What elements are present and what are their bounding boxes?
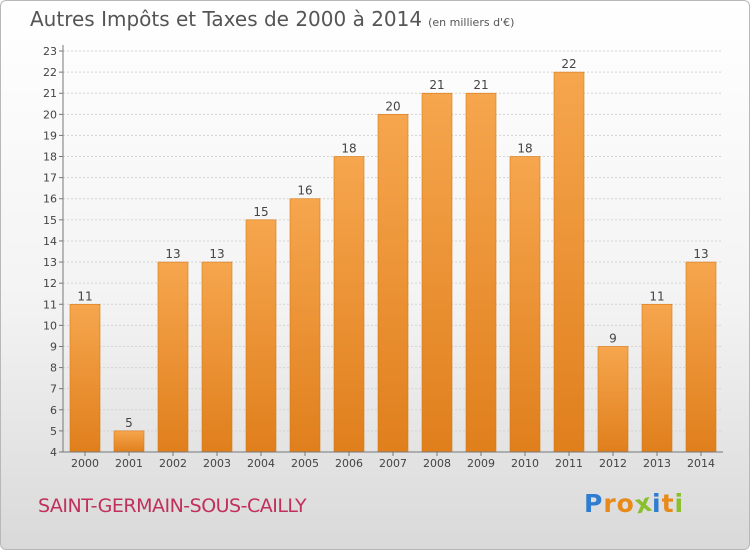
x-tick-label: 2006 bbox=[335, 457, 363, 470]
bar bbox=[245, 219, 277, 453]
bar-value-label: 11 bbox=[649, 289, 664, 303]
y-tick-label: 9 bbox=[50, 340, 57, 353]
x-tick-label: 2010 bbox=[511, 457, 539, 470]
bar-value-label: 18 bbox=[517, 142, 532, 156]
y-tick-label: 5 bbox=[50, 425, 57, 438]
bar-value-label: 9 bbox=[609, 331, 617, 345]
x-tick-label: 2014 bbox=[687, 457, 715, 470]
bar-value-label: 21 bbox=[473, 78, 488, 92]
y-tick-label: 10 bbox=[43, 319, 57, 332]
y-tick-label: 17 bbox=[43, 172, 57, 185]
proxiti-logo: Proxiti bbox=[584, 488, 685, 520]
y-tick-label: 23 bbox=[43, 45, 57, 58]
x-tick-label: 2008 bbox=[423, 457, 451, 470]
bar-value-label: 13 bbox=[209, 247, 224, 261]
bar-value-label: 16 bbox=[297, 184, 312, 198]
x-tick-label: 2003 bbox=[203, 457, 231, 470]
x-tick-label: 2013 bbox=[643, 457, 671, 470]
bar-value-label: 22 bbox=[561, 57, 576, 71]
y-tick-label: 16 bbox=[43, 193, 57, 206]
logo-letter: t bbox=[661, 489, 675, 518]
bar-value-label: 5 bbox=[125, 416, 133, 430]
bar-value-label: 20 bbox=[385, 99, 400, 113]
y-tick-label: 15 bbox=[43, 214, 57, 227]
bar-value-label: 18 bbox=[341, 142, 356, 156]
bar bbox=[465, 92, 497, 453]
bar bbox=[201, 261, 233, 453]
bar bbox=[685, 261, 717, 453]
x-tick-label: 2011 bbox=[555, 457, 583, 470]
bar bbox=[69, 303, 101, 453]
logo-letter: i bbox=[652, 489, 662, 518]
x-tick-label: 2000 bbox=[71, 457, 99, 470]
x-tick-label: 2002 bbox=[159, 457, 187, 470]
y-tick-label: 7 bbox=[50, 383, 57, 396]
logo-letter: P bbox=[584, 489, 604, 518]
bar-value-label: 13 bbox=[165, 247, 180, 261]
bar bbox=[113, 430, 145, 453]
y-tick-label: 21 bbox=[43, 87, 57, 100]
bar bbox=[377, 114, 409, 453]
bar bbox=[289, 198, 321, 453]
bar-value-label: 13 bbox=[693, 247, 708, 261]
y-tick-label: 8 bbox=[50, 362, 57, 375]
x-tick-label: 2009 bbox=[467, 457, 495, 470]
bar bbox=[641, 303, 673, 453]
logo-letter: o bbox=[616, 489, 635, 518]
y-tick-label: 13 bbox=[43, 256, 57, 269]
x-tick-label: 2012 bbox=[599, 457, 627, 470]
chart-title: Autres Impôts et Taxes de 2000 à 2014 (en… bbox=[30, 7, 514, 31]
bar-value-label: 11 bbox=[77, 289, 92, 303]
x-tick-label: 2005 bbox=[291, 457, 319, 470]
bar bbox=[509, 156, 541, 453]
y-tick-label: 12 bbox=[43, 277, 57, 290]
y-tick-label: 22 bbox=[43, 66, 57, 79]
chart-title-text: Autres Impôts et Taxes de 2000 à 2014 bbox=[30, 7, 423, 31]
y-tick-label: 4 bbox=[50, 446, 57, 459]
chart-unit: (en milliers d'€) bbox=[428, 16, 515, 29]
logo-letter: i bbox=[674, 489, 685, 518]
y-tick-label: 11 bbox=[43, 298, 57, 311]
y-tick-label: 14 bbox=[43, 235, 57, 248]
y-tick-label: 19 bbox=[43, 129, 57, 142]
bar bbox=[157, 261, 189, 453]
bar bbox=[553, 71, 585, 453]
logo-letter: r bbox=[603, 489, 617, 518]
y-tick-label: 6 bbox=[50, 404, 57, 417]
bar bbox=[597, 346, 629, 453]
y-tick-label: 18 bbox=[43, 151, 57, 164]
bar bbox=[333, 156, 365, 453]
bar-value-label: 21 bbox=[429, 78, 444, 92]
bar bbox=[421, 92, 453, 453]
x-tick-label: 2001 bbox=[115, 457, 143, 470]
x-tick-label: 2004 bbox=[247, 457, 275, 470]
x-tick-label: 2007 bbox=[379, 457, 407, 470]
y-tick-label: 20 bbox=[43, 108, 57, 121]
bar-value-label: 15 bbox=[253, 205, 268, 219]
commune-name: SAINT-GERMAIN-SOUS-CAILLY bbox=[38, 495, 307, 517]
